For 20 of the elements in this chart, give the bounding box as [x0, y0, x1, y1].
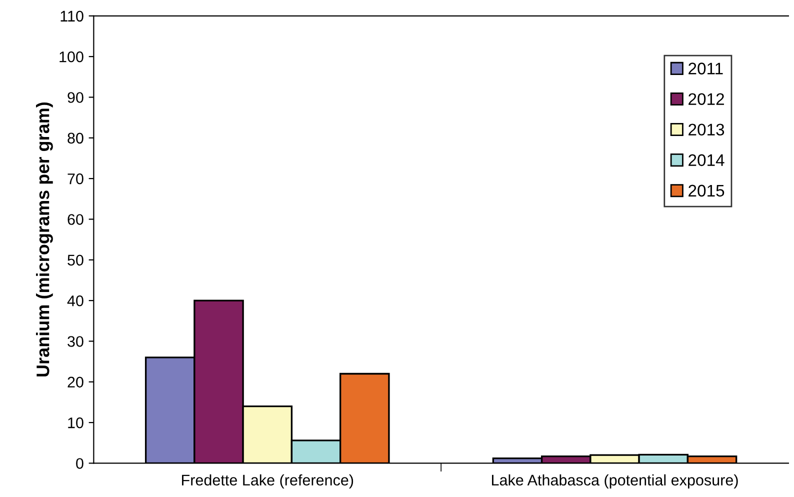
y-tick-label: 10 [68, 417, 84, 428]
legend-label: 2014 [688, 154, 724, 166]
y-tick-label: 30 [68, 336, 84, 347]
y-axis-title: Uranium (micrograms per gram) [36, 102, 53, 376]
legend-label: 2015 [688, 184, 724, 197]
legend-label: 2013 [688, 124, 724, 136]
y-tick-label: 0 [76, 458, 84, 469]
y-tick-label: 20 [68, 376, 84, 388]
y-tick-label: 50 [68, 254, 84, 266]
x-tick-label: Fredette Lake (reference) [182, 474, 354, 489]
legend-label: 2012 [688, 93, 724, 105]
y-tick-label: 110 [60, 10, 84, 22]
y-tick-label: 70 [68, 173, 84, 184]
x-tick-label: Lake Athabasca (potential exposure) [492, 474, 738, 489]
y-tick-label: 40 [67, 295, 84, 306]
y-tick-label: 100 [60, 51, 84, 62]
legend-label: 2011 [688, 62, 723, 74]
y-tick-label: 90 [68, 92, 84, 103]
y-tick-label: 60 [68, 214, 84, 225]
y-tick-label: 80 [68, 132, 84, 144]
